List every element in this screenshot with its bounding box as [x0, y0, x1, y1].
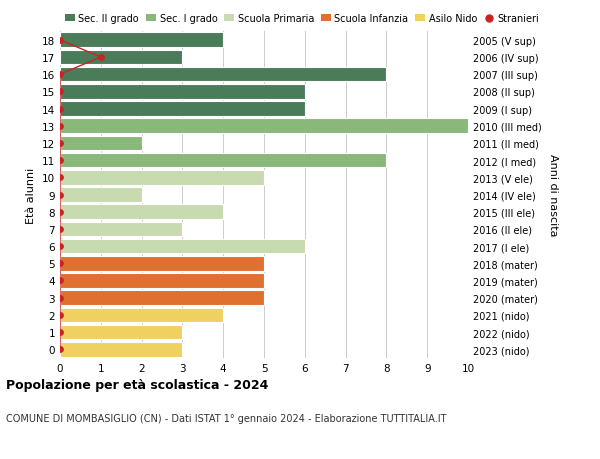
Bar	[60, 85, 305, 100]
Bar	[60, 308, 223, 322]
Point	[55, 346, 65, 353]
Point	[55, 123, 65, 130]
Point	[55, 260, 65, 267]
Bar	[60, 68, 386, 82]
Point	[55, 140, 65, 147]
Bar	[60, 136, 142, 151]
Point	[55, 89, 65, 96]
Y-axis label: Età alunni: Età alunni	[26, 167, 37, 223]
Point	[55, 106, 65, 113]
Bar	[60, 222, 182, 237]
Bar	[60, 188, 142, 202]
Point	[55, 277, 65, 285]
Bar	[60, 257, 264, 271]
Point	[55, 243, 65, 250]
Point	[55, 294, 65, 302]
Point	[55, 226, 65, 233]
Point	[55, 157, 65, 164]
Bar	[60, 102, 305, 117]
Bar	[60, 325, 182, 340]
Point	[55, 37, 65, 45]
Bar	[60, 171, 264, 185]
Point	[55, 329, 65, 336]
Bar	[60, 153, 386, 168]
Text: Popolazione per età scolastica - 2024: Popolazione per età scolastica - 2024	[6, 379, 268, 392]
Point	[55, 191, 65, 199]
Text: COMUNE DI MOMBASIGLIO (CN) - Dati ISTAT 1° gennaio 2024 - Elaborazione TUTTITALI: COMUNE DI MOMBASIGLIO (CN) - Dati ISTAT …	[6, 413, 446, 423]
Bar	[60, 274, 264, 288]
Point	[55, 208, 65, 216]
Bar	[60, 119, 468, 134]
Point	[96, 54, 106, 62]
Bar	[60, 205, 223, 219]
Point	[55, 174, 65, 182]
Bar	[60, 239, 305, 254]
Legend: Sec. II grado, Sec. I grado, Scuola Primaria, Scuola Infanzia, Asilo Nido, Stran: Sec. II grado, Sec. I grado, Scuola Prim…	[65, 14, 539, 24]
Point	[55, 71, 65, 78]
Bar	[60, 50, 182, 65]
Point	[55, 312, 65, 319]
Y-axis label: Anni di nascita: Anni di nascita	[548, 154, 558, 236]
Bar	[60, 342, 182, 357]
Bar	[60, 34, 223, 48]
Bar	[60, 291, 264, 305]
